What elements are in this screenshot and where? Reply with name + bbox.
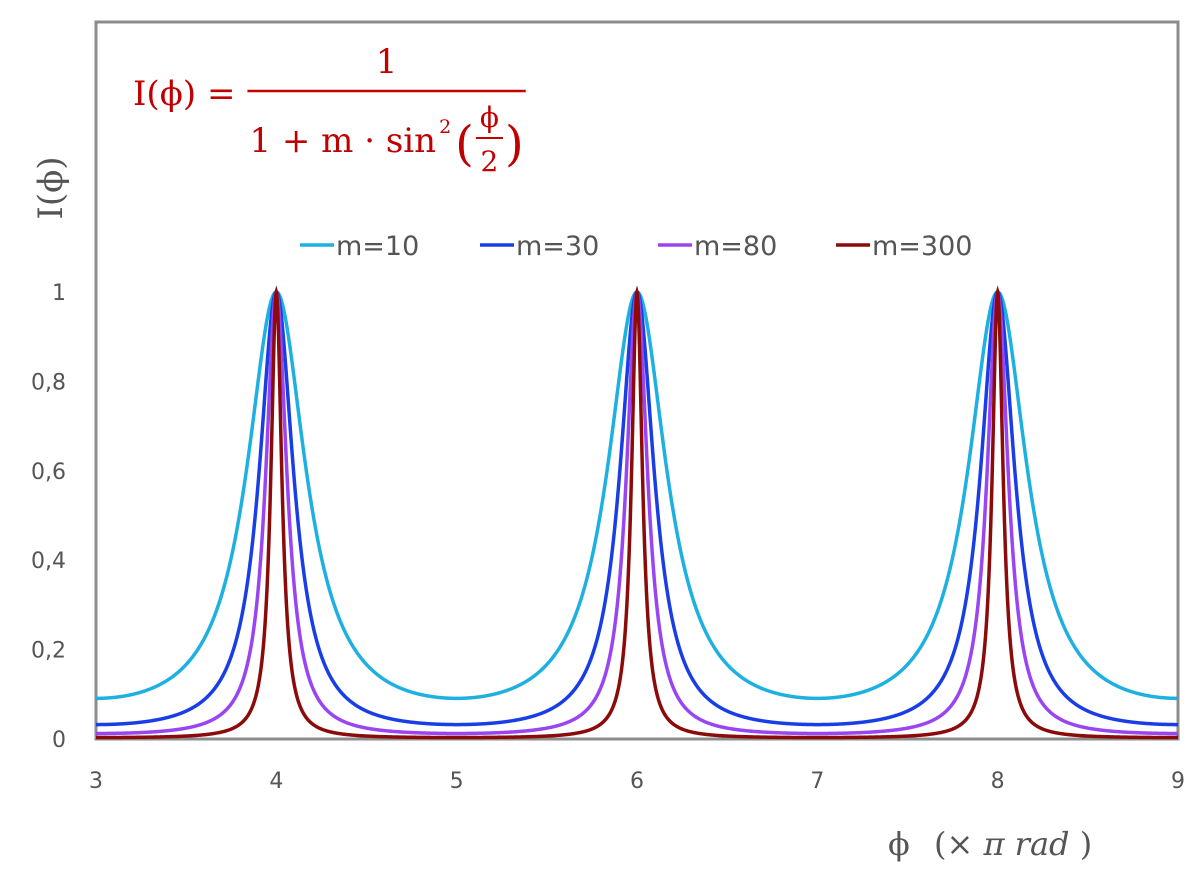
formula-lhs: I(ϕ) = bbox=[133, 74, 235, 114]
formula-paren-close: ) bbox=[505, 116, 524, 172]
formula-exponent: 2 bbox=[439, 116, 451, 138]
legend-label: m=10 bbox=[336, 231, 419, 262]
legend-label: m=300 bbox=[872, 231, 972, 262]
y-tick-labels: 0 0,2 0,4 0,6 0,8 1 bbox=[31, 281, 66, 753]
y-axis-title: I(ϕ) bbox=[31, 156, 71, 219]
series-line-m=300 bbox=[96, 285, 1178, 740]
legend: m=10 m=30 m=80 m=300 bbox=[300, 231, 972, 262]
legend-item: m=10 bbox=[300, 231, 419, 262]
y-tick-label: 1 bbox=[52, 281, 66, 306]
x-axis-unit: π rad bbox=[982, 825, 1069, 863]
plot-frame bbox=[94, 20, 1180, 741]
formula-frac-num: ϕ bbox=[480, 101, 499, 134]
x-tick-labels: 3 4 5 6 7 8 9 bbox=[89, 769, 1185, 794]
formula-numerator: 1 bbox=[376, 42, 398, 82]
x-tick-label: 5 bbox=[450, 769, 464, 794]
formula-paren-open: ( bbox=[455, 116, 474, 172]
legend-label: m=80 bbox=[694, 231, 777, 262]
formula: I(ϕ) = 1 1 + m · sin 2 ( ϕ 2 ) bbox=[133, 42, 526, 178]
y-tick-label: 0,4 bbox=[31, 549, 66, 574]
legend-item: m=80 bbox=[658, 231, 777, 262]
legend-item: m=30 bbox=[480, 231, 599, 262]
y-tick-label: 0,2 bbox=[31, 639, 66, 664]
formula-denominator: 1 + m · sin bbox=[249, 121, 436, 161]
legend-item: m=300 bbox=[836, 231, 972, 262]
x-axis-title: ϕ (× π rad ) bbox=[888, 825, 1092, 863]
x-tick-label: 3 bbox=[89, 769, 103, 794]
series-line-m=80 bbox=[96, 289, 1178, 736]
x-tick-label: 6 bbox=[630, 769, 644, 794]
series-line-m=30 bbox=[96, 290, 1178, 727]
x-axis-unit-suffix: ) bbox=[1080, 825, 1092, 863]
formula-frac-den: 2 bbox=[481, 145, 499, 178]
y-tick-label: 0,6 bbox=[31, 460, 66, 485]
x-tick-label: 9 bbox=[1171, 769, 1185, 794]
y-tick-label: 0 bbox=[52, 728, 66, 753]
x-tick-label: 4 bbox=[269, 769, 283, 794]
x-tick-label: 7 bbox=[810, 769, 824, 794]
legend-label: m=30 bbox=[516, 231, 599, 262]
y-tick-label: 0,8 bbox=[31, 370, 66, 395]
x-axis-unit-prefix: (× bbox=[934, 825, 983, 863]
x-axis-symbol: ϕ bbox=[888, 825, 910, 863]
series-group bbox=[96, 285, 1178, 740]
x-tick-label: 8 bbox=[991, 769, 1005, 794]
